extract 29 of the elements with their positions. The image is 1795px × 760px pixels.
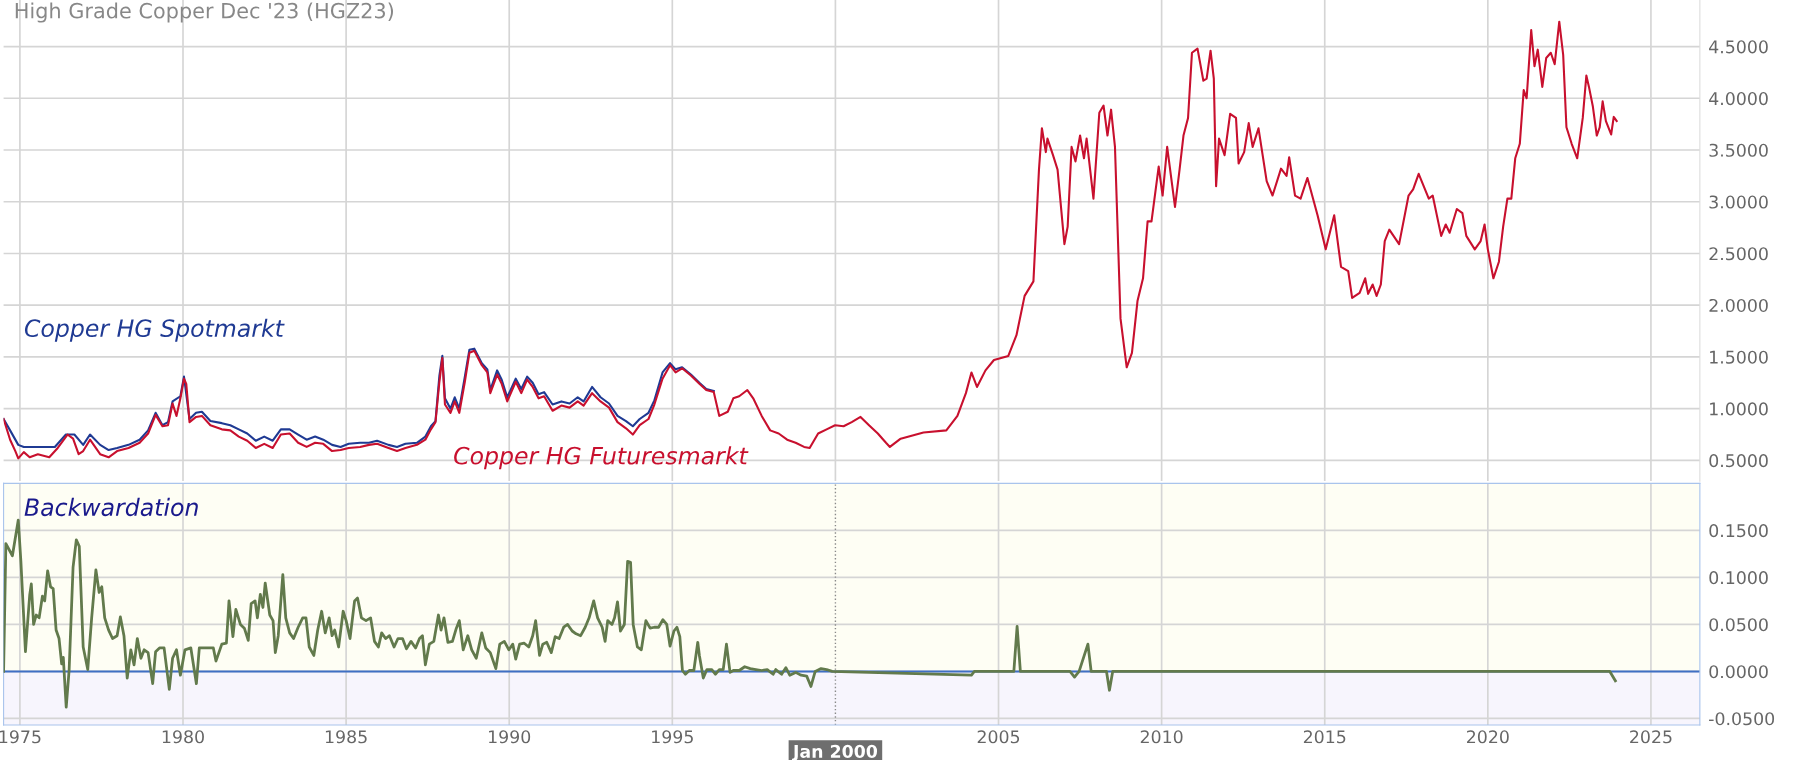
y-tick-label: 4.0000 <box>1709 92 1768 106</box>
x-tick-label: 2025 <box>1630 730 1672 744</box>
y-tick-label: 1.5000 <box>1710 350 1768 364</box>
y-tick-label: 0.1000 <box>1709 571 1768 585</box>
y-tick-label: -0.0500 <box>1709 712 1775 726</box>
y-tick-label: 3.0000 <box>1709 195 1768 209</box>
line-series <box>3 518 1617 709</box>
x-tick-label: 1985 <box>325 730 367 744</box>
text: Backwardation <box>24 497 198 517</box>
chart-title: High Grade Copper Dec '23 (HGZ23) <box>15 2 394 23</box>
y-tick-label: 3.5000 <box>1709 143 1768 157</box>
y-tick-label: 0.5000 <box>1709 454 1768 468</box>
y-tick-label: 2.0000 <box>1709 298 1768 313</box>
x-tick-label: 2005 <box>977 730 1020 744</box>
y-tick-label: 2.5000 <box>1709 247 1768 261</box>
y-tick-label: 4.5000 <box>1709 40 1768 54</box>
y-tick-label: 0.0000 <box>1709 665 1768 679</box>
y-tick-label: 0.0500 <box>1709 618 1768 632</box>
x-tick-label: 2010 <box>1140 730 1183 744</box>
y-tick-label: 0.1500 <box>1709 524 1768 538</box>
x-tick-label: 2015 <box>1303 730 1346 744</box>
x-tick-label: 1975 <box>0 730 41 744</box>
x-tick-label: 1995 <box>652 730 693 744</box>
x-tick-label: 2020 <box>1467 730 1509 744</box>
x-tick-label: 1990 <box>489 730 531 744</box>
series-label: Copper HG Futuresmarkt <box>454 446 749 470</box>
x-tick-label: 1980 <box>162 730 204 744</box>
text: Copper HG Spotmarkt <box>24 318 285 342</box>
y-tick-label: 1.0000 <box>1710 402 1768 416</box>
